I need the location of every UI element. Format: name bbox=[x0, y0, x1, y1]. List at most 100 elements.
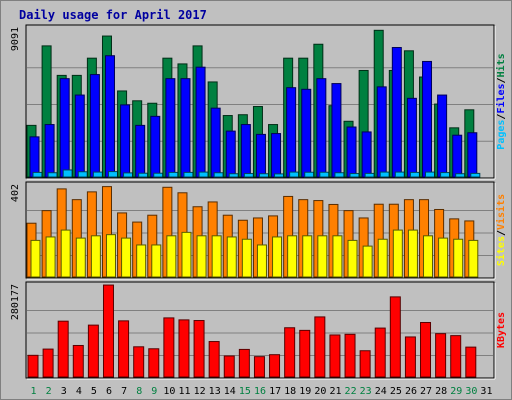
bar-files-day-22 bbox=[346, 126, 357, 178]
bar-files-day-3 bbox=[59, 78, 70, 178]
bar-kbytes-day-7 bbox=[118, 320, 130, 378]
bar-sites-day-30 bbox=[468, 239, 479, 278]
bar-kbytes-day-20 bbox=[314, 316, 326, 378]
bar-sites-day-18 bbox=[287, 235, 298, 278]
bar-kbytes-day-6 bbox=[102, 284, 114, 378]
bar-kbytes-day-30 bbox=[465, 346, 477, 378]
day-label-13: 13 bbox=[209, 386, 221, 397]
bar-pages-day-17 bbox=[274, 173, 285, 178]
bar-files-day-30 bbox=[467, 132, 478, 178]
bar-sites-day-21 bbox=[332, 235, 343, 278]
bar-sites-day-1 bbox=[30, 239, 41, 278]
bar-sites-day-10 bbox=[166, 235, 177, 278]
bar-files-day-26 bbox=[406, 97, 417, 178]
day-label-3: 3 bbox=[61, 386, 67, 397]
ymax-label: 402 bbox=[10, 184, 21, 202]
day-label-14: 14 bbox=[224, 386, 236, 397]
bar-pages-day-8 bbox=[138, 172, 149, 178]
bar-kbytes-day-21 bbox=[329, 334, 341, 378]
legend-item-files: Files bbox=[495, 83, 507, 113]
bar-pages-day-21 bbox=[334, 172, 345, 178]
bar-pages-day-19 bbox=[304, 171, 315, 178]
day-label-26: 26 bbox=[405, 386, 417, 397]
bar-pages-day-7 bbox=[123, 172, 134, 178]
bar-files-day-12 bbox=[195, 66, 206, 178]
legend-visits-sites: Sites/Visits bbox=[495, 194, 507, 266]
day-label-28: 28 bbox=[435, 386, 447, 397]
ymax-label: 280177 bbox=[10, 284, 21, 320]
bar-files-day-1 bbox=[29, 136, 40, 178]
day-label-1: 1 bbox=[31, 386, 37, 397]
bar-sites-day-13 bbox=[211, 235, 222, 278]
bar-sites-day-14 bbox=[226, 236, 237, 278]
bar-kbytes-day-2 bbox=[42, 348, 54, 378]
legend-separator: / bbox=[496, 230, 507, 236]
legend-kbytes: KBytes bbox=[496, 312, 507, 348]
bar-kbytes-day-17 bbox=[269, 354, 281, 378]
day-label-23: 23 bbox=[360, 386, 372, 397]
bar-sites-day-6 bbox=[105, 234, 116, 278]
day-label-18: 18 bbox=[284, 386, 296, 397]
bar-files-day-20 bbox=[316, 78, 327, 178]
day-label-5: 5 bbox=[91, 386, 97, 397]
ymax-label: 9091 bbox=[10, 27, 21, 51]
bar-pages-day-18 bbox=[289, 171, 300, 178]
bar-pages-day-1 bbox=[32, 171, 43, 178]
bar-sites-day-11 bbox=[181, 231, 192, 278]
day-label-20: 20 bbox=[314, 386, 326, 397]
bar-kbytes-day-4 bbox=[72, 344, 84, 378]
bar-sites-day-17 bbox=[272, 236, 283, 278]
legend-hits-files-pages: Pages/Files/Hits bbox=[495, 53, 507, 149]
bar-pages-day-23 bbox=[364, 172, 375, 178]
bar-files-day-6 bbox=[104, 55, 115, 178]
bar-sites-day-16 bbox=[256, 244, 267, 278]
legend-separator: / bbox=[496, 114, 507, 120]
bar-pages-day-10 bbox=[168, 171, 179, 178]
day-label-4: 4 bbox=[76, 386, 82, 397]
bar-sites-day-8 bbox=[136, 244, 147, 278]
day-label-12: 12 bbox=[194, 386, 206, 397]
bar-kbytes-day-13 bbox=[208, 341, 220, 378]
bar-kbytes-day-12 bbox=[193, 320, 205, 378]
bar-pages-day-28 bbox=[440, 172, 451, 178]
bar-files-day-25 bbox=[391, 47, 402, 178]
bar-kbytes-day-15 bbox=[238, 348, 250, 378]
bar-files-day-8 bbox=[135, 124, 146, 178]
bar-kbytes-day-23 bbox=[359, 350, 371, 378]
bar-files-day-23 bbox=[361, 131, 372, 178]
bar-sites-day-7 bbox=[121, 237, 132, 278]
bar-pages-day-20 bbox=[319, 171, 330, 178]
day-label-6: 6 bbox=[106, 386, 112, 397]
bar-pages-day-22 bbox=[349, 173, 360, 178]
bar-sites-day-2 bbox=[45, 236, 56, 278]
bar-pages-day-13 bbox=[213, 172, 224, 178]
bar-sites-day-28 bbox=[438, 237, 449, 278]
legend-item-hits: Hits bbox=[495, 53, 507, 77]
legend-item-sites: Sites bbox=[495, 236, 507, 266]
bar-kbytes-day-26 bbox=[404, 336, 416, 378]
bar-files-day-28 bbox=[437, 94, 448, 178]
bar-kbytes-day-9 bbox=[148, 348, 160, 378]
bar-kbytes-day-3 bbox=[57, 320, 69, 378]
bar-kbytes-day-27 bbox=[420, 321, 432, 378]
bar-sites-day-25 bbox=[392, 229, 403, 278]
bar-files-day-27 bbox=[422, 60, 433, 178]
bar-sites-day-23 bbox=[362, 245, 373, 278]
bar-sites-day-29 bbox=[453, 238, 464, 278]
bar-sites-day-22 bbox=[347, 239, 358, 278]
bar-sites-day-3 bbox=[60, 229, 71, 278]
day-label-10: 10 bbox=[163, 386, 175, 397]
day-label-19: 19 bbox=[299, 386, 311, 397]
legend-item-visits: Visits bbox=[495, 194, 507, 230]
bar-pages-day-11 bbox=[183, 171, 194, 178]
bar-files-day-13 bbox=[210, 107, 221, 178]
bar-files-day-2 bbox=[44, 124, 55, 178]
bar-files-day-4 bbox=[74, 94, 85, 178]
bar-pages-day-3 bbox=[62, 169, 73, 178]
chart-title: Daily usage for April 2017 bbox=[19, 8, 207, 22]
bar-pages-day-27 bbox=[425, 171, 436, 178]
bar-files-day-24 bbox=[376, 86, 387, 178]
bar-files-day-14 bbox=[225, 130, 236, 178]
